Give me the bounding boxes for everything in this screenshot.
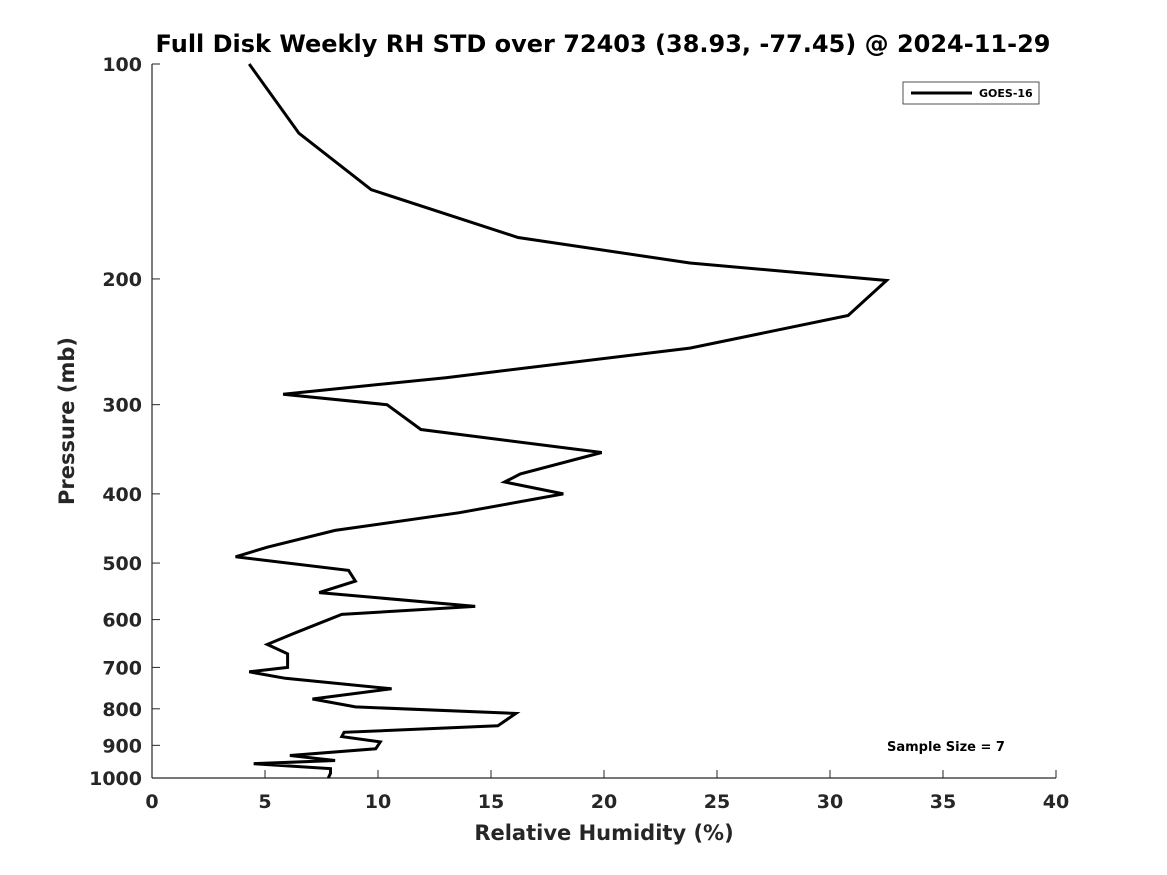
y-tick-label: 500	[102, 553, 142, 575]
x-tick-label: 30	[817, 791, 843, 813]
legend: GOES-16	[902, 81, 1040, 105]
x-tick-label: 5	[258, 791, 271, 813]
y-tick-label: 300	[102, 395, 142, 417]
x-tick-label: 40	[1043, 791, 1069, 813]
legend-label-goes-16: GOES-16	[979, 87, 1033, 100]
x-axis-label: Relative Humidity (%)	[474, 821, 733, 845]
series-layer	[235, 63, 891, 779]
y-axis-ticks: 100 200 300 400 500 600 700 800 900 1000	[89, 54, 160, 790]
x-tick-label: 15	[478, 791, 504, 813]
y-tick-label: 1000	[89, 768, 142, 790]
sample-size-annotation: Sample Size = 7	[887, 740, 1005, 755]
x-tick-label: 0	[145, 791, 158, 813]
x-tick-label: 10	[365, 791, 391, 813]
x-axis-ticks: 0 5 10 15 20 25 30 35 40	[145, 770, 1069, 813]
series-line-goes-16	[235, 63, 891, 779]
x-tick-label: 20	[591, 791, 617, 813]
y-tick-label: 700	[102, 657, 142, 679]
y-axis-label: Pressure (mb)	[55, 337, 79, 505]
y-tick-label: 600	[102, 610, 142, 632]
plot-area	[151, 64, 1056, 779]
y-tick-label: 100	[102, 54, 142, 76]
chart-title: Full Disk Weekly RH STD over 72403 (38.9…	[156, 30, 1051, 58]
x-tick-label: 25	[704, 791, 730, 813]
y-tick-label: 900	[102, 735, 142, 757]
y-tick-label: 800	[102, 699, 142, 721]
x-tick-label: 35	[930, 791, 956, 813]
y-tick-label: 400	[102, 484, 142, 506]
y-tick-label: 200	[102, 269, 142, 291]
